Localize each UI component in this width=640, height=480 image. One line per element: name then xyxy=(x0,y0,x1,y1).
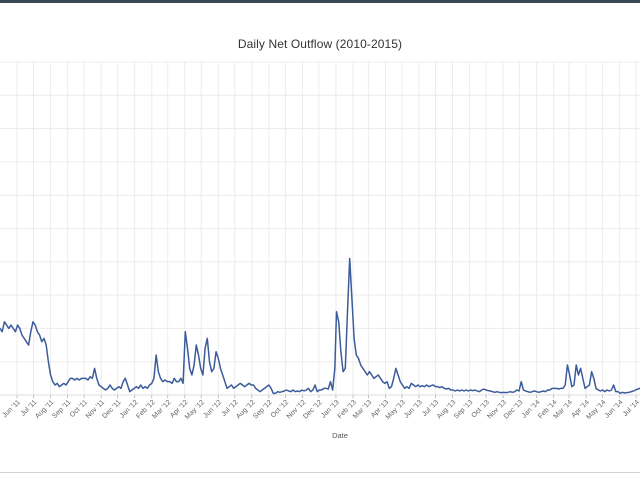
top-border xyxy=(0,0,640,3)
x-tick-label: Jul '14 xyxy=(622,399,640,418)
x-tick-label: Sep '12 xyxy=(252,399,274,421)
x-tick-label: Sep '13 xyxy=(453,399,475,421)
x-tick-label: Sep '11 xyxy=(51,399,72,420)
series-line xyxy=(0,257,640,395)
bottom-divider xyxy=(0,472,640,473)
x-tick-label: Jun '13 xyxy=(403,399,424,420)
x-tick-label: Jun '11 xyxy=(2,399,22,419)
x-tick-label: Dec '11 xyxy=(101,399,122,420)
x-tick-label: Jun '12 xyxy=(202,399,223,420)
x-axis-title: Date xyxy=(332,431,348,440)
x-tick-label: Jun '14 xyxy=(604,399,625,420)
chart-title: Daily Net Outflow (2010-2015) xyxy=(237,37,403,51)
